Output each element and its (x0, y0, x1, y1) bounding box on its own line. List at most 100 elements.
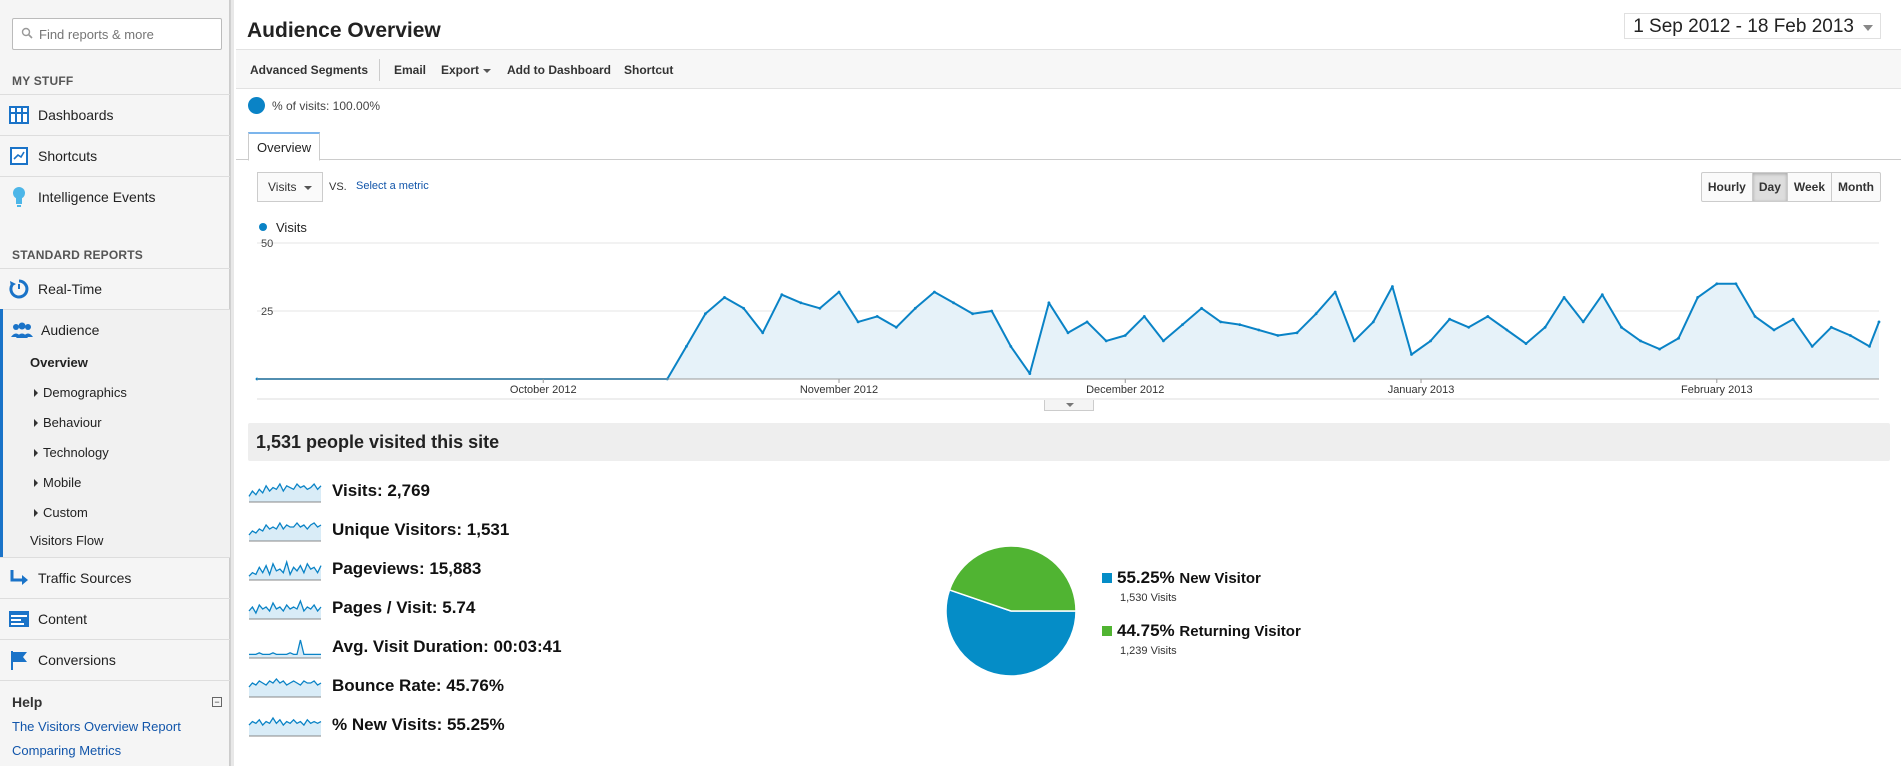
nav-technology[interactable]: Technology (34, 445, 109, 460)
data-point[interactable] (1066, 331, 1070, 335)
data-point[interactable] (742, 306, 745, 310)
data-point[interactable] (1696, 296, 1700, 299)
email-button[interactable]: Email (394, 63, 427, 77)
data-point[interactable] (704, 312, 707, 316)
data-point[interactable] (1429, 339, 1432, 343)
data-point[interactable] (837, 290, 841, 294)
search-input[interactable] (39, 24, 217, 44)
data-point[interactable] (685, 345, 688, 348)
data-point[interactable] (780, 293, 784, 297)
data-point[interactable] (971, 312, 974, 316)
data-point[interactable] (1333, 290, 1337, 294)
data-point[interactable] (1352, 339, 1356, 343)
granularity-month-button[interactable]: Month (1838, 180, 1874, 194)
granularity-week-button[interactable]: Week (1788, 173, 1833, 201)
data-point[interactable] (1104, 339, 1108, 343)
data-point[interactable] (1238, 323, 1242, 326)
help-link-comparing-metrics[interactable]: Comparing Metrics (12, 743, 122, 758)
data-point[interactable] (1467, 325, 1471, 329)
data-point[interactable] (933, 290, 936, 294)
add-to-dashboard-button[interactable]: Add to Dashboard (507, 63, 611, 77)
export-button[interactable]: Export (441, 50, 492, 90)
data-point[interactable] (1543, 325, 1547, 329)
shortcut-button[interactable]: Shortcut (624, 63, 674, 77)
data-point[interactable] (1524, 342, 1528, 345)
data-point[interactable] (952, 301, 955, 305)
data-point[interactable] (1448, 317, 1451, 321)
nav-dashboards[interactable]: Dashboards (0, 94, 230, 134)
data-point[interactable] (1162, 339, 1165, 343)
metric-select[interactable]: Visits (257, 172, 323, 202)
data-point[interactable] (1868, 345, 1871, 348)
data-point[interactable] (1276, 334, 1280, 337)
tab-overview[interactable]: Overview (248, 132, 321, 161)
data-point[interactable] (913, 306, 917, 310)
metric-row[interactable]: % New Visits: 55.25% (248, 710, 505, 740)
data-point[interactable] (1753, 315, 1757, 318)
data-point[interactable] (1486, 315, 1490, 318)
nav-content[interactable]: Content (0, 598, 230, 638)
metric-row[interactable]: Unique Visitors: 1,531 (248, 515, 509, 545)
data-point[interactable] (1314, 312, 1318, 316)
nav-behaviour[interactable]: Behaviour (34, 415, 102, 430)
data-point[interactable] (1600, 293, 1604, 297)
select-metric-link[interactable]: Select a metric (356, 180, 429, 192)
data-point[interactable] (1200, 306, 1203, 310)
data-point[interactable] (1849, 334, 1852, 337)
data-point[interactable] (723, 296, 726, 299)
nav-audience-overview[interactable]: Overview (30, 355, 88, 370)
metric-row[interactable]: Avg. Visit Duration: 00:03:41 (248, 632, 562, 662)
data-point[interactable] (1715, 282, 1719, 286)
nav-intelligence-events[interactable]: Intelligence Events (0, 176, 230, 216)
data-point[interactable] (1142, 315, 1146, 318)
nav-visitors-flow[interactable]: Visitors Flow (30, 533, 104, 548)
metric-row[interactable]: Pageviews: 15,883 (248, 554, 481, 584)
nav-traffic-sources[interactable]: Traffic Sources (0, 557, 230, 597)
granularity-day-button[interactable]: Day (1752, 173, 1788, 201)
chart-resize-handle[interactable] (1044, 400, 1094, 411)
data-point[interactable] (761, 331, 765, 335)
nav-shortcuts[interactable]: Shortcuts (0, 135, 230, 175)
data-point[interactable] (1505, 328, 1509, 332)
date-range-picker[interactable]: 1 Sep 2012 - 18 Feb 2013 (1624, 13, 1881, 39)
data-point[interactable] (856, 320, 860, 324)
data-point[interactable] (1181, 323, 1184, 326)
data-point[interactable] (1391, 285, 1394, 288)
data-point[interactable] (1791, 317, 1795, 321)
sidebar-scroll-rail[interactable] (230, 0, 234, 766)
metric-row[interactable]: Bounce Rate: 45.76% (248, 671, 504, 701)
data-point[interactable] (1677, 336, 1680, 340)
data-point[interactable] (818, 306, 822, 310)
pie-slice-returning-visitor[interactable] (948, 545, 1077, 612)
data-point[interactable] (799, 301, 803, 305)
data-point[interactable] (1123, 334, 1127, 337)
search-box[interactable] (12, 18, 222, 50)
data-point[interactable] (1734, 282, 1738, 286)
help-collapse-icon[interactable]: − (212, 697, 222, 707)
data-point[interactable] (1562, 296, 1566, 299)
data-point[interactable] (1047, 301, 1051, 305)
data-point[interactable] (1257, 328, 1261, 332)
data-point[interactable] (990, 309, 994, 313)
data-point[interactable] (1639, 339, 1642, 343)
data-point[interactable] (1295, 331, 1299, 335)
data-point[interactable] (1877, 320, 1881, 324)
data-point[interactable] (1810, 345, 1814, 348)
help-link-visitors-overview[interactable]: The Visitors Overview Report (12, 719, 181, 734)
data-point[interactable] (894, 325, 898, 329)
granularity-hourly-button[interactable]: Hourly (1702, 173, 1753, 201)
data-point[interactable] (875, 315, 879, 318)
data-point[interactable] (1829, 325, 1833, 329)
nav-mobile[interactable]: Mobile (34, 475, 81, 490)
data-point[interactable] (1620, 325, 1623, 329)
data-point[interactable] (1371, 320, 1375, 324)
nav-audience[interactable]: Audience (3, 309, 230, 349)
data-point[interactable] (1009, 345, 1013, 348)
data-point[interactable] (1658, 347, 1661, 351)
data-point[interactable] (1085, 320, 1089, 324)
data-point[interactable] (1219, 320, 1223, 324)
metric-row[interactable]: Visits: 2,769 (248, 476, 430, 506)
data-point[interactable] (1028, 372, 1032, 375)
advanced-segments-button[interactable]: Advanced Segments (250, 63, 369, 77)
metric-row[interactable]: Pages / Visit: 5.74 (248, 593, 475, 623)
